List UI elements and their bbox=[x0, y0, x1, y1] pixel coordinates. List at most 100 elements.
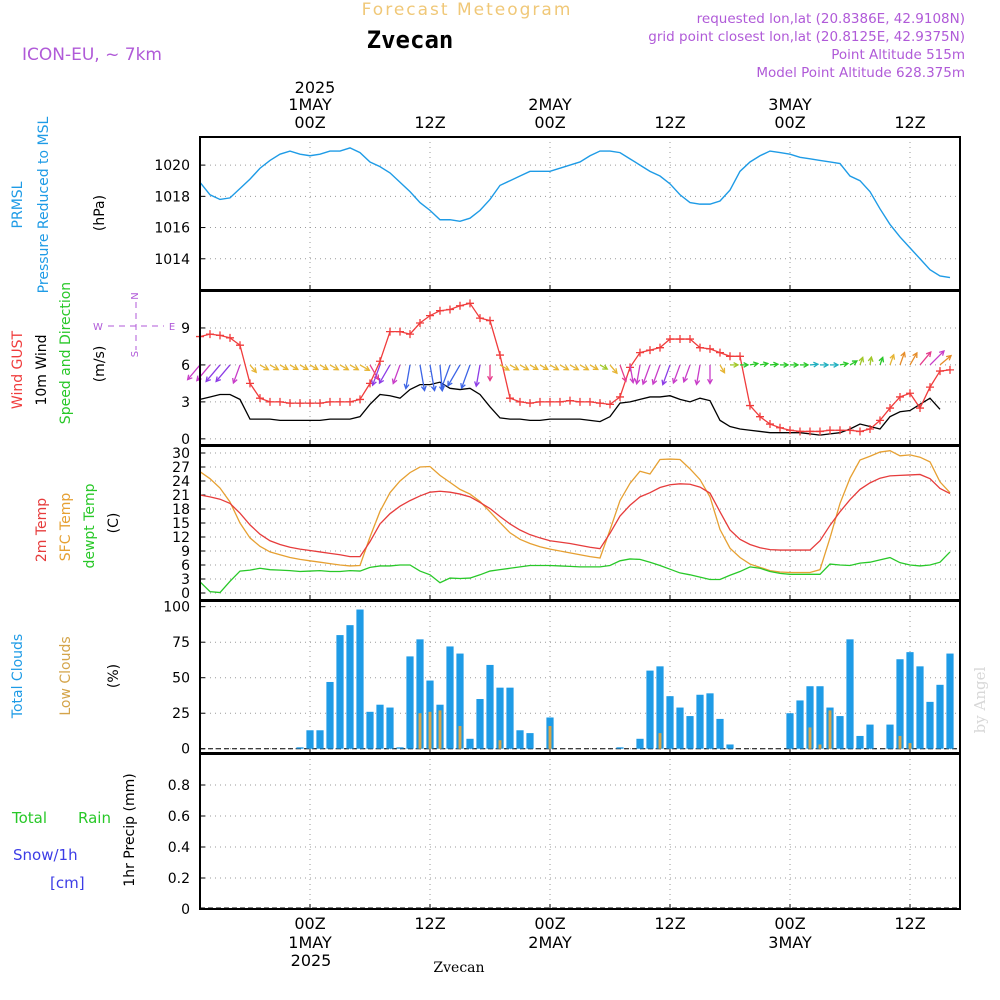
total-cloud-bar bbox=[326, 681, 334, 749]
wind-arrow-head bbox=[641, 379, 648, 386]
total-cloud-bar bbox=[476, 699, 484, 749]
total-cloud-bar bbox=[786, 713, 794, 749]
total-clouds-label: Total Clouds bbox=[10, 634, 26, 719]
y-tick-label: 21 bbox=[172, 488, 190, 504]
wind-arrow bbox=[405, 364, 411, 389]
wind-gust-line bbox=[199, 302, 951, 433]
wind-arrow-head bbox=[621, 376, 628, 383]
wind-panel: 0 3 6 9 bbox=[181, 290, 961, 448]
wind-arrow bbox=[619, 364, 627, 382]
total-cloud-bar bbox=[516, 730, 524, 749]
total-cloud-bar bbox=[446, 646, 454, 749]
gust-marker bbox=[396, 327, 404, 336]
wind-arrow bbox=[460, 364, 471, 389]
wind-arrow-head bbox=[503, 365, 511, 371]
gust-marker bbox=[586, 397, 594, 406]
watermark: by Angel bbox=[971, 666, 989, 733]
temp2m-label: 2m Temp bbox=[34, 498, 50, 562]
gust-marker bbox=[306, 399, 314, 408]
total-cloud-bar bbox=[636, 738, 644, 749]
wind-arrow-head bbox=[343, 365, 350, 371]
wind-arrow-head bbox=[232, 377, 238, 385]
gust-marker bbox=[386, 327, 394, 336]
y-tick-label: 1018 bbox=[154, 189, 190, 205]
y-tick-label: 25 bbox=[172, 706, 190, 722]
temp2m-line bbox=[199, 473, 951, 558]
total-cloud-bar bbox=[486, 664, 494, 749]
gust-marker bbox=[236, 341, 244, 350]
total-cloud-bar bbox=[656, 666, 664, 749]
precip-unit: 1hr Precip (mm) bbox=[122, 773, 138, 886]
gust-marker bbox=[616, 392, 624, 401]
wind-arrow bbox=[662, 364, 671, 385]
wind-arrow bbox=[509, 364, 519, 371]
top-hour-label: 12Z bbox=[654, 113, 685, 132]
gust-marker bbox=[606, 400, 614, 409]
gust-marker bbox=[896, 392, 904, 401]
wind-arrow-head bbox=[661, 379, 668, 386]
bottom-hour-label: 12Z bbox=[414, 914, 445, 933]
y-tick-label: 3 bbox=[181, 572, 190, 588]
gust-marker bbox=[916, 404, 924, 413]
wind-arrow bbox=[652, 364, 661, 385]
temp-unit: (C) bbox=[106, 513, 122, 534]
wind-arrow bbox=[899, 352, 906, 366]
y-tick-label: 1014 bbox=[154, 252, 190, 268]
low-cloud-bar bbox=[898, 735, 902, 749]
clouds-unit: (%) bbox=[106, 664, 122, 688]
y-tick-label: 0 bbox=[181, 742, 190, 758]
low-cloud-bar bbox=[828, 710, 832, 749]
y-tick-label: 100 bbox=[163, 600, 190, 616]
wind-arrow bbox=[359, 364, 370, 371]
wind-arrow bbox=[539, 364, 549, 370]
wind-compass: N W E S bbox=[93, 292, 175, 357]
gust-marker bbox=[946, 365, 954, 374]
wind-arrow bbox=[269, 364, 279, 371]
gust-marker bbox=[776, 423, 784, 432]
wind-arrow-head bbox=[583, 365, 590, 371]
total-cloud-bar bbox=[806, 686, 814, 749]
gust-marker bbox=[756, 412, 764, 421]
pressure-label-2: Pressure Reduced to MSL bbox=[36, 116, 52, 293]
wind-arrow-head bbox=[889, 353, 896, 360]
total-cloud-bar bbox=[316, 730, 324, 749]
bottom-hour-label: 00Z bbox=[534, 914, 565, 933]
wind-arrow-head bbox=[460, 382, 466, 390]
panel-frame bbox=[199, 290, 961, 446]
wind-arrow-head bbox=[773, 361, 780, 368]
wind-arrow-head bbox=[438, 385, 445, 393]
total-cloud-bar bbox=[926, 701, 934, 749]
wind-arrow-head bbox=[682, 376, 689, 384]
gust-marker bbox=[296, 399, 304, 408]
gust-marker bbox=[576, 397, 584, 406]
pressure-line bbox=[199, 147, 951, 279]
total-cloud-bar bbox=[506, 687, 514, 749]
wind-arrow bbox=[299, 364, 309, 370]
total-cloud-bar bbox=[916, 666, 924, 749]
total-cloud-bar bbox=[866, 724, 874, 749]
gust-marker bbox=[556, 397, 564, 406]
wind-arrow-head bbox=[783, 361, 790, 368]
wind-arrow bbox=[549, 364, 559, 371]
gust-marker bbox=[426, 311, 434, 320]
gust-marker bbox=[936, 367, 944, 376]
gust-marker bbox=[816, 427, 824, 436]
low-cloud-bar bbox=[428, 711, 432, 749]
wind-unit: (m/s) bbox=[92, 346, 108, 383]
total-cloud-bar bbox=[406, 656, 414, 749]
gust-marker bbox=[836, 426, 844, 435]
wind-arrow-head bbox=[215, 376, 222, 383]
gust-marker bbox=[766, 420, 774, 429]
gust-marker bbox=[806, 427, 814, 436]
wind-arrow-head bbox=[672, 377, 678, 385]
wind-arrow bbox=[187, 364, 201, 381]
y-tick-label: 6 bbox=[181, 358, 190, 374]
wind-arrow-head bbox=[939, 349, 945, 356]
gust-marker bbox=[886, 404, 894, 413]
wind-arrow-head bbox=[793, 361, 800, 368]
total-cloud-bar bbox=[846, 639, 854, 749]
low-cloud-bar bbox=[808, 727, 812, 749]
bottom-hour-label: 12Z bbox=[894, 914, 925, 933]
low-cloud-bar bbox=[418, 713, 422, 749]
